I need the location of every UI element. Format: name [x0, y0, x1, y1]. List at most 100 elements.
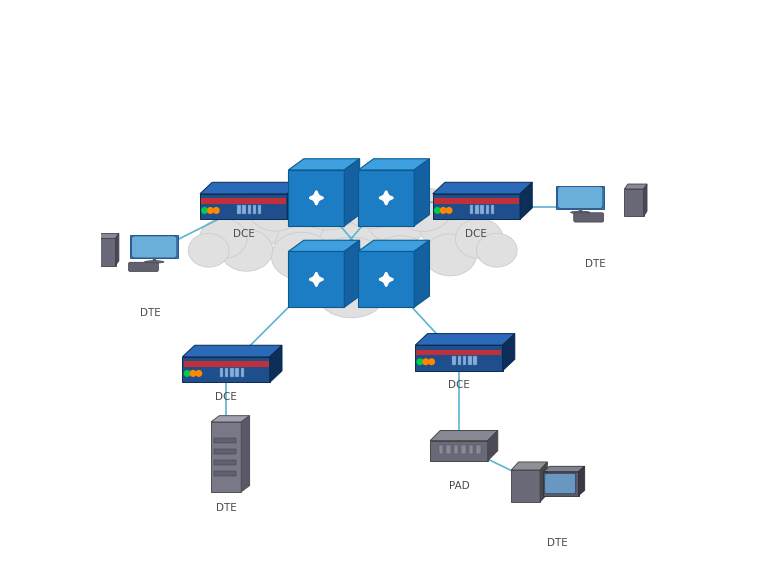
FancyBboxPatch shape — [557, 186, 603, 208]
Circle shape — [201, 208, 208, 213]
Polygon shape — [624, 189, 644, 216]
Ellipse shape — [199, 219, 247, 258]
Bar — [220, 368, 223, 377]
FancyBboxPatch shape — [132, 236, 177, 258]
Circle shape — [184, 371, 190, 376]
Polygon shape — [624, 184, 647, 189]
Bar — [439, 445, 444, 454]
Polygon shape — [416, 350, 502, 356]
Polygon shape — [433, 194, 520, 219]
Text: DCE: DCE — [448, 380, 470, 390]
Text: DTE: DTE — [140, 308, 161, 318]
Bar — [481, 205, 484, 214]
Ellipse shape — [295, 178, 361, 230]
Circle shape — [196, 371, 201, 376]
Polygon shape — [201, 198, 286, 204]
Ellipse shape — [354, 267, 407, 306]
Polygon shape — [115, 233, 119, 265]
Polygon shape — [579, 466, 585, 495]
FancyBboxPatch shape — [129, 262, 158, 272]
Polygon shape — [511, 470, 540, 502]
Polygon shape — [211, 416, 249, 422]
Bar — [452, 356, 456, 365]
Ellipse shape — [307, 204, 397, 268]
Ellipse shape — [370, 236, 431, 282]
Polygon shape — [358, 251, 414, 307]
Text: DTE: DTE — [216, 503, 237, 513]
Polygon shape — [211, 422, 241, 492]
Ellipse shape — [248, 186, 303, 231]
Bar — [469, 445, 474, 454]
Ellipse shape — [366, 192, 430, 244]
Circle shape — [446, 208, 452, 213]
Polygon shape — [416, 333, 515, 345]
Text: DTE: DTE — [586, 259, 606, 269]
Text: PAD: PAD — [448, 481, 470, 491]
Bar — [491, 205, 494, 214]
Circle shape — [417, 359, 423, 364]
Polygon shape — [540, 462, 547, 502]
Polygon shape — [96, 239, 115, 265]
Bar — [214, 460, 236, 465]
Ellipse shape — [397, 187, 452, 231]
Polygon shape — [200, 194, 287, 219]
Polygon shape — [430, 441, 488, 461]
Polygon shape — [130, 235, 178, 258]
Ellipse shape — [571, 211, 590, 214]
Circle shape — [434, 208, 440, 213]
Circle shape — [423, 359, 429, 364]
Polygon shape — [358, 170, 414, 226]
Circle shape — [441, 208, 446, 213]
Polygon shape — [557, 186, 604, 209]
Bar — [461, 445, 466, 454]
Ellipse shape — [271, 232, 332, 280]
Bar — [225, 368, 228, 377]
Bar — [470, 205, 474, 214]
Bar — [248, 205, 251, 214]
Text: DCE: DCE — [466, 229, 488, 239]
Polygon shape — [430, 431, 498, 441]
Polygon shape — [289, 251, 344, 307]
Polygon shape — [511, 462, 547, 470]
Polygon shape — [183, 345, 282, 357]
Bar — [476, 445, 481, 454]
Polygon shape — [96, 233, 119, 239]
Bar — [235, 368, 239, 377]
Bar — [214, 438, 236, 443]
Circle shape — [213, 208, 219, 213]
Bar — [242, 205, 245, 214]
FancyBboxPatch shape — [545, 473, 575, 494]
Polygon shape — [344, 240, 360, 307]
Polygon shape — [488, 431, 498, 461]
Polygon shape — [520, 182, 532, 219]
Ellipse shape — [296, 267, 348, 306]
Bar — [468, 356, 472, 365]
Ellipse shape — [314, 237, 389, 292]
Polygon shape — [416, 345, 503, 371]
Ellipse shape — [340, 179, 403, 228]
FancyBboxPatch shape — [574, 213, 604, 222]
Polygon shape — [543, 471, 579, 495]
Ellipse shape — [220, 229, 273, 271]
Ellipse shape — [477, 233, 517, 267]
Polygon shape — [200, 182, 299, 194]
Ellipse shape — [324, 170, 379, 212]
Bar — [446, 445, 451, 454]
Bar — [214, 471, 236, 477]
Polygon shape — [358, 159, 430, 170]
Polygon shape — [289, 170, 344, 226]
Bar — [474, 356, 477, 365]
Circle shape — [191, 371, 196, 376]
Bar — [214, 449, 236, 454]
Polygon shape — [289, 159, 360, 170]
Polygon shape — [644, 184, 647, 216]
Polygon shape — [434, 198, 519, 204]
Bar — [463, 356, 466, 365]
Bar — [454, 445, 459, 454]
Bar — [230, 368, 234, 377]
Ellipse shape — [424, 234, 477, 276]
Polygon shape — [287, 182, 299, 219]
Polygon shape — [433, 182, 532, 194]
Polygon shape — [270, 345, 282, 382]
Polygon shape — [358, 240, 430, 251]
